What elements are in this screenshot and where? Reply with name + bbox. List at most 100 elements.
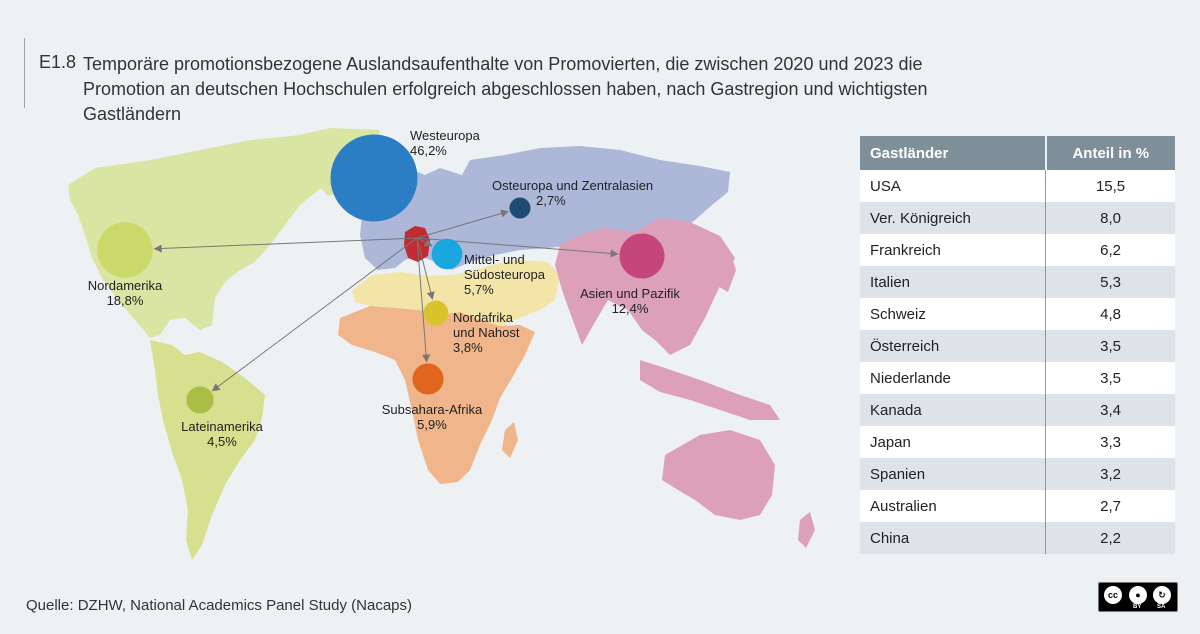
land-madagaskar: [502, 422, 518, 458]
table-row: Kanada 3,4: [860, 394, 1175, 426]
bubble-nordamerika: [97, 222, 153, 278]
label-text-westeuropa: Westeuropa: [410, 128, 481, 143]
label-mittel: Mittel- und Südosteuropa 5,7%: [464, 252, 546, 297]
land-neuseeland: [798, 512, 815, 548]
bubble-westeuropa: [330, 134, 418, 222]
table-row: Schweiz 4,8: [860, 298, 1175, 330]
host-country-table: Gastländer Anteil in % USA 15,5 Ver. König…: [860, 136, 1175, 554]
bubble-asien: [619, 233, 665, 279]
label-asien: Asien und Pazifik 12,4%: [580, 286, 680, 316]
flow-arrows: [153, 209, 619, 392]
share-cell: 8,0: [1045, 202, 1175, 234]
country-cell: Ver. Königreich: [860, 202, 1046, 234]
country-cell: Australien: [860, 490, 1046, 522]
share-cell: 3,5: [1045, 362, 1175, 394]
share-cell: 2,7: [1045, 490, 1175, 522]
sa-label: SA: [1157, 604, 1166, 610]
country-cell: Niederlande: [860, 362, 1046, 394]
label-text-mittel: Südosteuropa: [464, 267, 546, 282]
world-map: Westeuropa 46,2% Nordamerika 18,8% Asien und…: [68, 128, 815, 560]
table-header-row: Gastländer Anteil in %: [860, 136, 1175, 170]
value-westeuropa: 46,2%: [410, 143, 447, 158]
value-lateinamerika: 4,5%: [207, 434, 237, 449]
bubble-mittel: [431, 238, 463, 270]
figure-number: E1.8: [39, 52, 77, 72]
table-row: Italien 5,3: [860, 266, 1175, 298]
value-subsahara: 5,9%: [417, 417, 447, 432]
value-osteuropa: 2,7%: [536, 193, 566, 208]
share-cell: 2,2: [1045, 522, 1175, 554]
land-nordamerika: [68, 135, 345, 338]
label-nordamerika: Nordamerika 18,8%: [88, 278, 163, 308]
country-cell: Schweiz: [860, 298, 1046, 330]
share-cell: 3,4: [1045, 394, 1175, 426]
country-cell: Spanien: [860, 458, 1046, 490]
table-row: Frankreich 6,2: [860, 234, 1175, 266]
country-cell: Japan: [860, 426, 1046, 458]
arrow-lateinamerika: [211, 237, 418, 392]
label-nordafrika: Nordafrika und Nahost 3,8%: [453, 310, 520, 355]
table-row: China 2,2: [860, 522, 1175, 554]
value-nordafrika: 3,8%: [453, 340, 483, 355]
share-cell: 5,3: [1045, 266, 1175, 298]
arrow-nordamerika: [153, 237, 418, 253]
land-suedostasien: [640, 360, 780, 420]
share-cell: 6,2: [1045, 234, 1175, 266]
value-nordamerika: 18,8%: [107, 293, 144, 308]
label-lateinamerika: Lateinamerika 4,5%: [181, 419, 263, 449]
column-header-share: Anteil in %: [1044, 136, 1175, 170]
label-text-nordamerika: Nordamerika: [88, 278, 163, 293]
value-mittel: 5,7%: [464, 282, 494, 297]
region-labels: Westeuropa 46,2% Nordamerika 18,8% Asien und…: [88, 128, 681, 449]
share-cell: 4,8: [1045, 298, 1175, 330]
arrow-osteuropa: [416, 209, 509, 239]
country-cell: Österreich: [860, 330, 1046, 362]
value-asien: 12,4%: [612, 301, 649, 316]
label-text-nordafrika: und Nahost: [453, 325, 520, 340]
table-row: Japan 3,3: [860, 426, 1175, 458]
land-nordafrika-nahost: [352, 260, 560, 326]
arrow-subsahara: [416, 237, 431, 363]
bubble-lateinamerika: [186, 386, 214, 414]
country-cell: China: [860, 522, 1046, 554]
label-osteuropa: Osteuropa und Zentralasien 2,7%: [492, 178, 653, 208]
cc-icon: cc: [1104, 586, 1122, 604]
land-lateinamerika: [150, 340, 265, 560]
figure-title: Temporäre promotionsbezogene Auslandsauf…: [83, 54, 928, 124]
figure-header: E1.8 Temporäre promotionsbezogene Auslan…: [24, 38, 1025, 124]
label-text-asien: Asien und Pazifik: [580, 286, 680, 301]
by-label: BY: [1133, 604, 1142, 610]
arrow-nordafrika: [416, 237, 435, 300]
table-row: Österreich 3,5: [860, 330, 1175, 362]
column-header-country: Gastländer: [860, 136, 1046, 170]
country-cell: Italien: [860, 266, 1046, 298]
country-cell: Kanada: [860, 394, 1046, 426]
land-japan: [716, 252, 736, 292]
label-subsahara: Subsahara-Afrika 5,9%: [382, 402, 483, 432]
land-subsahara: [338, 306, 535, 484]
share-cell: 3,3: [1045, 426, 1175, 458]
label-text-nordafrika: Nordafrika: [453, 310, 514, 325]
cc-license-badge[interactable]: cc ● ↻ BY SA: [1098, 582, 1178, 612]
label-text-osteuropa: Osteuropa und Zentralasien: [492, 178, 653, 193]
table-row: USA 15,5: [860, 170, 1175, 202]
bubble-nordafrika: [423, 300, 449, 326]
table-row: Spanien 3,2: [860, 458, 1175, 490]
table-row: Ver. Königreich 8,0: [860, 202, 1175, 234]
by-icon: ●: [1129, 586, 1147, 604]
bubble-subsahara: [412, 363, 444, 395]
label-text-subsahara: Subsahara-Afrika: [382, 402, 483, 417]
label-westeuropa: Westeuropa 46,2%: [410, 128, 481, 158]
source-note: Quelle: DZHW, National Academics Panel S…: [26, 597, 412, 614]
arrow-mittel: [416, 237, 433, 247]
table-row: Australien 2,7: [860, 490, 1175, 522]
share-cell: 15,5: [1045, 170, 1175, 202]
label-text-mittel: Mittel- und: [464, 252, 525, 267]
region-bubbles: [97, 134, 665, 414]
continent-shapes: [68, 128, 815, 560]
bubble-osteuropa: [509, 197, 531, 219]
country-cell: USA: [860, 170, 1046, 202]
land-australien: [662, 430, 775, 520]
share-cell: 3,2: [1045, 458, 1175, 490]
sa-icon: ↻: [1153, 586, 1171, 604]
